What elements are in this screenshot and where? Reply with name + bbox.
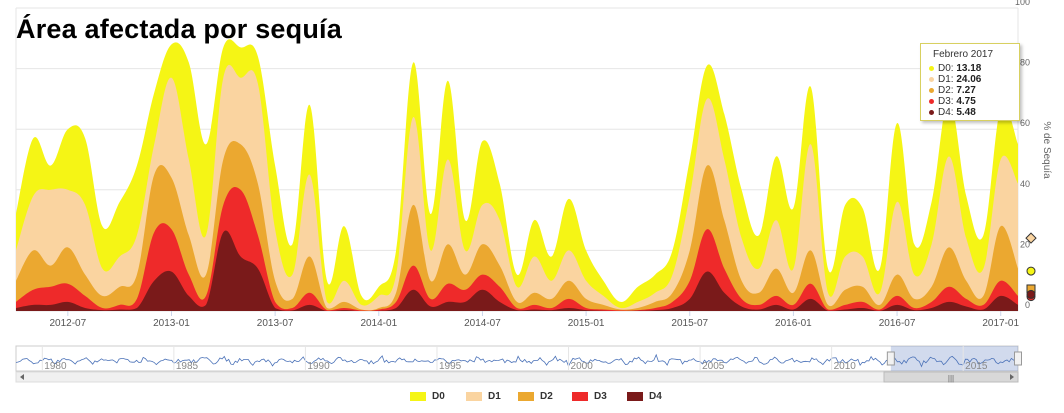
y-axis: 0 20 40 60 80 100 <box>1015 0 1030 310</box>
x-tick-label: 2015-07 <box>671 318 708 329</box>
area-series-d2[interactable] <box>16 141 1018 311</box>
tooltip-dot <box>929 76 934 82</box>
legend-swatch <box>518 392 534 401</box>
tooltip-dot <box>929 87 934 93</box>
x-tick-label: 2013-01 <box>153 318 190 329</box>
legend-label: D1 <box>488 391 501 402</box>
y-tick-label: 0 <box>1025 300 1030 310</box>
x-tick-label: 2017-01 <box>982 318 1019 329</box>
navigator[interactable]: 1980 1985 1990 1995 2000 2005 2010 2015 <box>15 345 1022 372</box>
legend-label: D2 <box>540 391 553 402</box>
tooltip-label: D2: <box>938 85 954 96</box>
navigator-series-line <box>15 353 1019 368</box>
legend-swatch <box>627 392 643 401</box>
tooltip-value: 24.06 <box>956 74 982 85</box>
tooltip-dot <box>929 109 934 115</box>
y-tick-label: 80 <box>1020 58 1030 68</box>
tooltip-title: Febrero 2017 <box>933 49 994 60</box>
x-tick-label: 2016-07 <box>879 318 916 329</box>
y-axis-label: % de Sequía <box>1041 121 1052 179</box>
legend-swatch <box>410 392 426 401</box>
scrollbar-left-arrow[interactable] <box>20 374 24 380</box>
value-markers <box>1025 232 1037 302</box>
navigator-tick-label: 2010 <box>834 361 857 372</box>
tooltip-value: 5.48 <box>956 107 976 118</box>
navigator-tick-label: 2000 <box>571 361 594 372</box>
tooltip-row: D1: 24.06 <box>929 74 981 85</box>
navigator-tick-label: 1995 <box>439 361 462 372</box>
navigator-tick-label: 2005 <box>702 361 725 372</box>
x-axis: 2012-07 2013-01 2013-07 2014-01 2014-07 2015-… <box>49 311 1020 329</box>
scrollbar-track[interactable] <box>15 371 1019 383</box>
scrollbar-thumb[interactable] <box>883 371 1019 383</box>
tooltip: Febrero 2017 D0: 13.18 D1: 24.06 D2: 7.2… <box>920 43 1020 121</box>
scrollbar-grip[interactable]: ||| <box>948 374 954 383</box>
scrollbar-right-arrow[interactable] <box>1010 374 1014 380</box>
chart-title: Área afectada por sequía <box>16 14 342 44</box>
tooltip-label: D3: <box>938 96 954 107</box>
marker-d0 <box>1026 266 1036 276</box>
tooltip-row: D4: 5.48 <box>929 107 976 118</box>
tooltip-row: D3: 4.75 <box>929 96 976 107</box>
tooltip-dot <box>929 98 934 104</box>
x-tick-label: 2015-01 <box>568 318 605 329</box>
tooltip-label: D4: <box>938 107 954 118</box>
tooltip-value: 7.27 <box>956 85 976 96</box>
y-tick-label: 100 <box>1015 0 1030 7</box>
legend-swatch <box>572 392 588 401</box>
x-tick-label: 2013-07 <box>257 318 294 329</box>
navigator-handle-left[interactable] <box>886 351 895 366</box>
navigator-tick-label: 1990 <box>307 361 330 372</box>
tooltip-value: 13.18 <box>956 63 982 74</box>
y-tick-label: 20 <box>1020 239 1030 249</box>
area-series-d4[interactable] <box>16 230 1018 311</box>
marker-d4 <box>1026 289 1036 299</box>
area-series-d3[interactable] <box>16 187 1018 311</box>
x-tick-label: 2016-01 <box>775 318 812 329</box>
scrollbar[interactable]: ||| <box>15 371 1019 383</box>
tooltip-row: D2: 7.27 <box>929 85 976 96</box>
y-tick-label: 40 <box>1020 179 1030 189</box>
tooltip-row: D0: 13.18 <box>929 63 981 74</box>
marker-d1 <box>1025 232 1037 244</box>
tooltip-label: D1: <box>938 74 954 85</box>
tooltip-label: D0: <box>938 63 954 74</box>
legend-label: D0 <box>432 391 445 402</box>
navigator-handle-right[interactable] <box>1014 351 1022 366</box>
navigator-tick-label: 1980 <box>44 361 67 372</box>
x-tick-label: 2012-07 <box>49 318 86 329</box>
x-tick-label: 2014-07 <box>464 318 501 329</box>
y-tick-label: 60 <box>1020 118 1030 128</box>
legend-label: D3 <box>594 391 607 402</box>
tooltip-value: 4.75 <box>956 96 976 107</box>
navigator-tick-label: 1985 <box>176 361 199 372</box>
tooltip-dot <box>929 65 934 71</box>
area-series[interactable] <box>16 39 1018 311</box>
legend-label: D4 <box>649 391 662 402</box>
navigator-tick-label: 2015 <box>965 361 988 372</box>
x-tick-label: 2014-01 <box>360 318 397 329</box>
legend-swatch <box>466 392 482 401</box>
